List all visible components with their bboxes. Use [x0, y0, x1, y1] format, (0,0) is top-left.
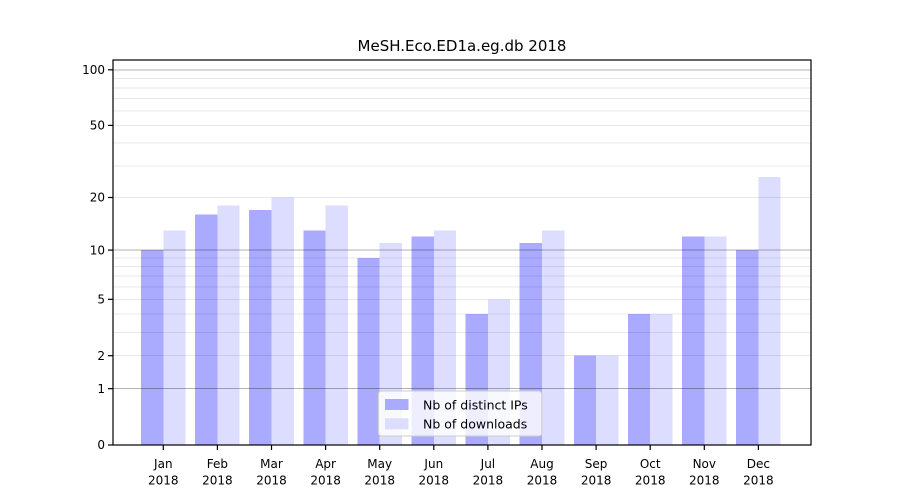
legend-label-downloads: Nb of downloads	[423, 417, 527, 432]
chart-title: MeSH.Eco.ED1a.eg.db 2018	[358, 37, 567, 55]
bar-mar-downloads	[271, 197, 294, 445]
legend-swatch-distinct-ips	[385, 399, 409, 410]
grid-layer	[113, 69, 811, 390]
x-tick-year-nov: 2018	[689, 474, 720, 488]
x-tick-year-mar: 2018	[256, 474, 287, 488]
bar-nov-distinct-ips	[682, 236, 705, 445]
x-tick-label-jul: Jul	[480, 457, 495, 471]
bar-jan-distinct-ips	[141, 250, 164, 445]
y-tick-label-5: 5	[97, 293, 105, 307]
x-tick-year-feb: 2018	[202, 474, 233, 488]
x-tick-label-dec: Dec	[747, 457, 770, 471]
x-tick-label-sep: Sep	[585, 457, 608, 471]
y-tick-label-10: 10	[90, 243, 105, 257]
x-tick-year-aug: 2018	[527, 474, 558, 488]
x-tick-label-aug: Aug	[530, 457, 553, 471]
x-tick-label-may: May	[367, 457, 392, 471]
y-tick-label-0: 0	[97, 438, 105, 452]
legend-swatch-downloads	[385, 418, 409, 430]
bar-nov-downloads	[704, 236, 727, 445]
x-tick-label-oct: Oct	[640, 457, 661, 471]
bar-feb-distinct-ips	[195, 214, 218, 445]
legend: Nb of distinct IPs Nb of downloads	[377, 390, 543, 437]
y-tick-label-100: 100	[82, 63, 105, 77]
bar-feb-downloads	[217, 205, 240, 445]
plot-border	[112, 59, 812, 446]
x-axis: Jan 2018 Feb 2018 Mar 2018 Apr 2018 May 2018 Jun 20…	[148, 445, 774, 488]
bar-mar-distinct-ips	[249, 210, 272, 445]
x-tick-label-nov: Nov	[693, 457, 716, 471]
x-tick-year-jan: 2018	[148, 474, 179, 488]
y-tick-label-1: 1	[97, 382, 105, 396]
x-tick-label-apr: Apr	[315, 457, 336, 471]
y-axis: 0 1 2 5 10 20 50 100	[82, 63, 113, 452]
x-tick-year-apr: 2018	[310, 474, 341, 488]
x-tick-label-feb: Feb	[207, 457, 228, 471]
bar-aug-downloads	[542, 230, 565, 445]
bar-sep-downloads	[596, 355, 619, 445]
bar-apr-distinct-ips	[303, 230, 326, 445]
x-tick-year-dec: 2018	[743, 474, 774, 488]
y-tick-label-2: 2	[97, 349, 105, 363]
x-tick-year-jun: 2018	[419, 474, 450, 488]
y-tick-label-50: 50	[90, 119, 105, 133]
x-tick-label-mar: Mar	[260, 457, 283, 471]
x-tick-year-may: 2018	[364, 474, 395, 488]
y-tick-label-20: 20	[90, 191, 105, 205]
x-tick-year-oct: 2018	[635, 474, 666, 488]
x-tick-year-sep: 2018	[581, 474, 612, 488]
bar-oct-distinct-ips	[627, 314, 651, 445]
bar-apr-downloads	[325, 205, 348, 445]
legend-label-distinct-ips: Nb of distinct IPs	[423, 398, 528, 413]
legend-box	[377, 390, 543, 437]
bar-oct-downloads	[650, 314, 673, 445]
bar-dec-distinct-ips	[736, 250, 759, 445]
bar-sep-distinct-ips	[573, 355, 597, 445]
bar-dec-downloads	[758, 177, 781, 445]
bar-jan-downloads	[163, 230, 186, 445]
x-tick-year-jul: 2018	[473, 474, 504, 488]
x-tick-label-jun: Jun	[423, 457, 443, 471]
x-tick-label-jan: Jan	[153, 457, 173, 471]
bar-may-distinct-ips	[357, 257, 380, 445]
